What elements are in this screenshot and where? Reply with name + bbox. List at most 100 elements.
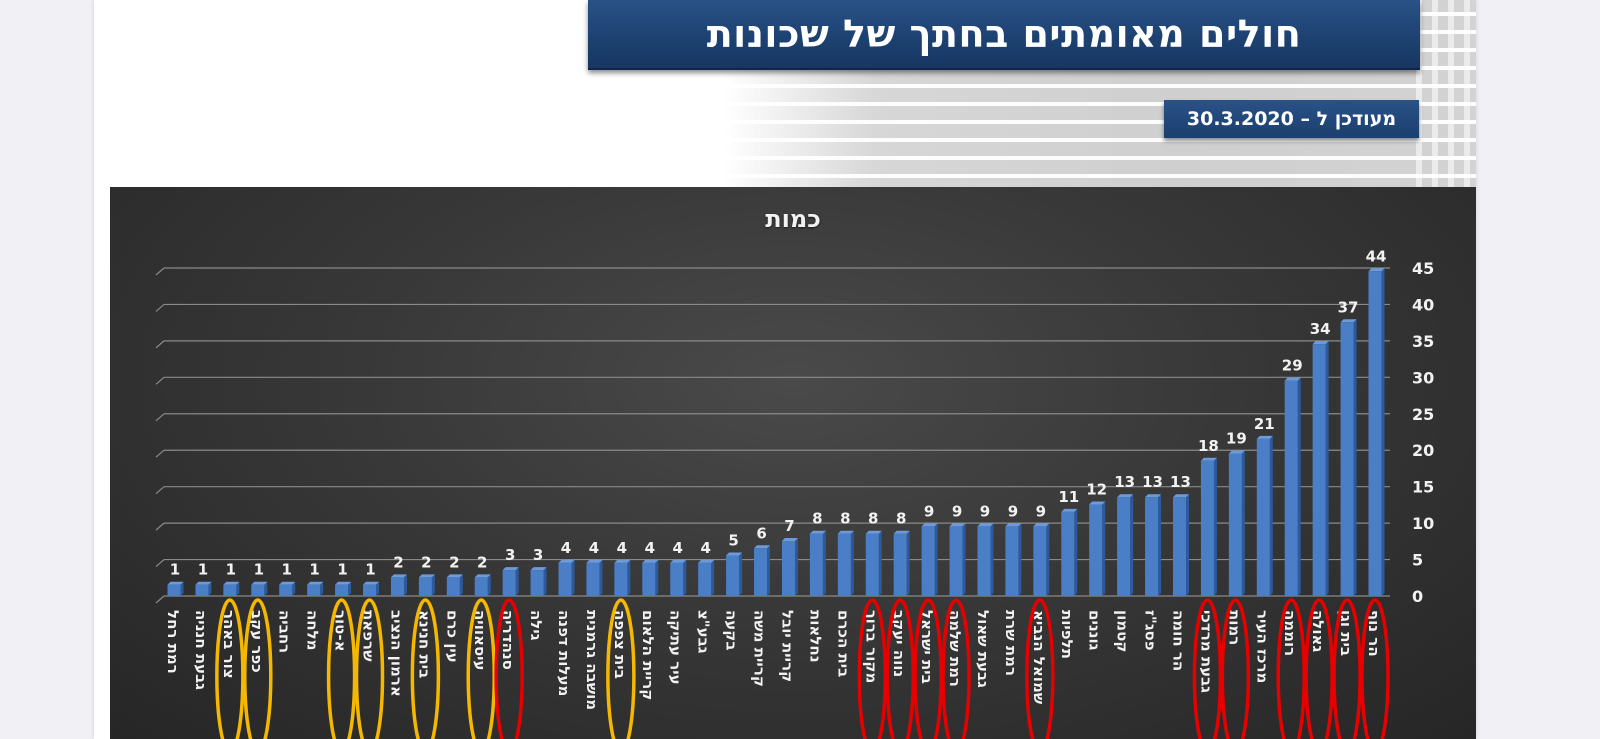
bar-side — [515, 567, 519, 596]
bar-value-label: 13 — [1170, 473, 1191, 491]
bar-value-label: 7 — [784, 517, 794, 535]
red-highlight-circle — [885, 598, 915, 739]
gridline-perspective — [155, 486, 165, 495]
bar-top — [335, 581, 352, 585]
x-category-label: רמות — [1225, 610, 1243, 645]
bar-side — [1353, 319, 1357, 596]
bar-top — [530, 567, 547, 571]
bar-side — [906, 530, 910, 596]
yellow-highlight-circle — [410, 598, 441, 739]
bar-top — [418, 574, 435, 578]
bar-value-label: 4 — [645, 539, 655, 557]
y-tick-label: 30 — [1412, 368, 1434, 387]
bar-value-label: 1 — [282, 561, 292, 579]
red-highlight-circle — [913, 598, 943, 739]
red-highlight-circle — [1360, 598, 1390, 739]
bar-side — [1213, 457, 1217, 596]
bar-value-label: 1 — [198, 561, 208, 579]
bar-value-label: 29 — [1282, 357, 1303, 375]
bar-top — [558, 559, 575, 563]
red-highlight-circle — [1220, 598, 1251, 739]
bar — [698, 562, 712, 596]
red-highlight-circle — [941, 598, 971, 739]
bar-top — [921, 523, 938, 527]
bar-value-label: 5 — [728, 532, 738, 550]
bar-side — [934, 523, 938, 596]
bar-value-label: 12 — [1086, 481, 1107, 499]
bar-value-label: 4 — [673, 539, 683, 557]
bar — [446, 577, 460, 596]
red-highlight-circle — [857, 598, 888, 739]
red-highlight-circle — [1304, 598, 1334, 739]
y-tick-label: 25 — [1412, 405, 1434, 424]
bar-top — [1033, 523, 1050, 527]
bar-value-label: 8 — [812, 510, 822, 528]
x-category-label: גבעת חנניה — [192, 610, 210, 690]
x-category-label: בית צפפה — [611, 610, 629, 679]
bar-top — [1117, 494, 1134, 498]
bar-side — [627, 559, 631, 596]
bar — [1117, 497, 1131, 596]
bar-top — [223, 581, 240, 585]
bar-side — [962, 523, 966, 596]
bar-top — [1340, 319, 1357, 323]
y-tick-label: 0 — [1412, 587, 1423, 606]
bar-side — [1325, 341, 1329, 596]
y-tick-label: 35 — [1412, 332, 1434, 351]
bar-side — [208, 581, 212, 596]
bar-value-label: 1 — [254, 561, 264, 579]
bar-value-label: 1 — [226, 561, 236, 579]
bar — [307, 584, 321, 596]
yellow-highlight-circle — [326, 598, 357, 739]
bar-side — [543, 567, 547, 596]
bar-value-label: 2 — [477, 553, 487, 571]
bar-top — [307, 581, 324, 585]
bar-top — [809, 530, 826, 534]
x-category-label: מקור ברוך — [862, 610, 880, 683]
bar — [642, 562, 656, 596]
bar-value-label: 9 — [1036, 502, 1046, 520]
x-category-label: גבע"צ — [695, 610, 713, 654]
bar-side — [376, 581, 380, 596]
bar-side — [1102, 501, 1106, 596]
x-category-label: מעלות דפנה — [555, 610, 573, 696]
bar — [530, 570, 544, 596]
bar — [726, 555, 740, 596]
bar-top — [642, 559, 659, 563]
bar — [1005, 526, 1019, 596]
y-tick-label: 40 — [1412, 295, 1434, 314]
bar-side — [1185, 494, 1189, 596]
bar-value-label: 44 — [1366, 247, 1387, 265]
bar-top — [167, 581, 184, 585]
bar — [195, 584, 209, 596]
x-category-label: בית הכרם — [834, 610, 852, 677]
bar — [418, 577, 432, 596]
bar-side — [1269, 435, 1273, 596]
bar-value-label: 1 — [337, 561, 347, 579]
x-category-label: ארמון הנציב — [387, 610, 405, 697]
bar-side — [683, 559, 687, 596]
x-category-label: רחביה — [276, 610, 294, 653]
bar-side — [1074, 508, 1078, 596]
bar-side — [767, 545, 771, 596]
bar-top — [1172, 494, 1189, 498]
bar-top — [446, 574, 463, 578]
x-category-label: הר נוף — [1365, 610, 1383, 657]
bar — [1200, 460, 1214, 596]
x-category-label: א-טור — [332, 610, 350, 652]
bar — [1284, 380, 1298, 596]
bar — [1145, 497, 1159, 596]
red-highlight-circle — [494, 598, 524, 739]
x-category-label: רוממה — [1281, 610, 1299, 656]
bar-side — [292, 581, 296, 596]
bar-value-label: 2 — [393, 553, 403, 571]
x-category-label: גבעת שאול — [974, 610, 992, 688]
bar-value-label: 6 — [756, 524, 766, 542]
gridline-perspective — [155, 267, 165, 276]
bar — [893, 533, 907, 596]
bar-top — [893, 530, 910, 534]
bar — [837, 533, 851, 596]
bar-top — [754, 545, 771, 549]
bar-top — [502, 567, 519, 571]
